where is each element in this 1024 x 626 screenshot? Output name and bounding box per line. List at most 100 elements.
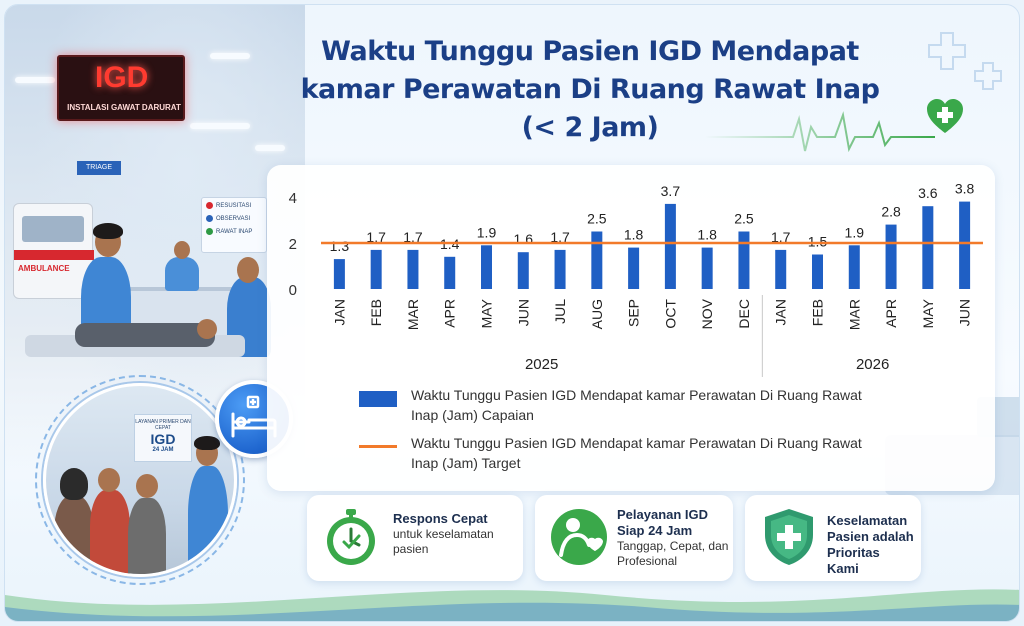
igd-24-sign-line2: IGD [150, 431, 176, 447]
bar [370, 249, 382, 289]
direction-sign: RESUSITASI OBSERVASI RAWAT INAP [201, 197, 267, 253]
visitor-hijab [60, 468, 88, 500]
direction-rawat-inap: RAWAT INAP [216, 229, 253, 236]
legend-item-capaian: Waktu Tunggu Pasien IGD Mendapat kamar P… [359, 385, 881, 425]
chart-panel: 0241.3JAN1.7FEB1.7MAR1.4APR1.9MAY1.6JUN1… [267, 165, 995, 491]
receptionist-head [174, 241, 190, 259]
bar [812, 254, 823, 289]
feature-card-24h: Pelayanan IGD Siap 24 Jam Tanggap, Cepat… [535, 495, 733, 581]
x-tick-label: AUG [589, 299, 605, 329]
x-tick-label: JUL [552, 299, 568, 324]
bar [664, 203, 676, 289]
data-label: 3.7 [661, 183, 681, 199]
x-tick-label: FEB [810, 299, 826, 326]
visitor-head [98, 468, 120, 492]
igd-sign: IGD INSTALASI GAWAT DARURAT [57, 55, 185, 121]
heartbeat-line-icon [705, 111, 935, 153]
group-label: 2026 [856, 356, 889, 373]
title-line-3: (< 2 Jam) [521, 112, 659, 143]
doctor-head [237, 257, 259, 283]
ambulance-label: AMBULANCE [18, 264, 70, 273]
x-tick-label: FEB [368, 299, 384, 326]
bar [885, 224, 897, 289]
y-tick-label: 2 [289, 236, 297, 253]
data-label: 2.8 [881, 204, 901, 220]
bar [775, 249, 787, 289]
ceiling-light [210, 53, 250, 59]
visitor-head [136, 474, 158, 498]
x-tick-label: MAY [479, 298, 495, 328]
bar [333, 259, 345, 289]
card-text-response: untuk keselamatan pasien [393, 527, 494, 556]
photo-ring [35, 375, 245, 585]
data-label: 1.7 [366, 229, 386, 245]
legend-item-target: Waktu Tunggu Pasien IGD Mendapat kamar P… [359, 433, 881, 473]
bar [701, 247, 713, 289]
x-tick-label: SEP [626, 299, 642, 327]
bar [444, 256, 456, 289]
visitor [54, 496, 94, 574]
x-tick-label: MAY [920, 298, 936, 328]
bar [848, 245, 860, 289]
bar [628, 247, 640, 289]
bar [591, 231, 603, 289]
waiting-room-photo: LAYANAN PRIMER DAN CEPAT IGD 24 JAM [43, 383, 237, 577]
data-label: 1.7 [550, 229, 570, 245]
bottom-wave [5, 589, 1019, 621]
feature-card-response: Respons Cepat untuk keselamatan pasien [307, 495, 523, 581]
igd-sign-main: IGD [95, 61, 149, 94]
bar [517, 252, 529, 289]
legend-swatch-bar [359, 391, 397, 407]
direction-resusitasi: RESUSITASI [216, 203, 252, 210]
card-title-response: Respons Cepat [393, 511, 488, 526]
data-label: 1.7 [403, 229, 423, 245]
bar-chart: 0241.3JAN1.7FEB1.7MAR1.4APR1.9MAY1.6JUN1… [289, 181, 983, 377]
stopwatch-icon [327, 509, 375, 565]
data-label: 2.5 [734, 211, 754, 227]
bar [481, 245, 492, 289]
x-tick-label: APR [442, 299, 458, 328]
mother-child-icon [551, 509, 607, 565]
bar [738, 231, 750, 289]
x-tick-label: JUN [957, 299, 973, 326]
bar [407, 249, 419, 289]
igd-24-sign-line1: LAYANAN PRIMER DAN CEPAT [135, 419, 191, 431]
visitor [90, 490, 130, 574]
nurse-hair [194, 436, 220, 450]
triage-sign: TRIAGE [77, 161, 121, 175]
x-tick-label: OCT [662, 299, 678, 329]
page-title: Waktu Tunggu Pasien IGD Mendapat kamar P… [255, 33, 925, 147]
data-label: 2.5 [587, 211, 607, 227]
bar [554, 249, 566, 289]
data-label: 1.9 [845, 224, 865, 240]
heart-plus-icon [927, 99, 963, 133]
ceiling-light [190, 123, 250, 129]
x-tick-label: DEC [736, 299, 752, 329]
patient-head [197, 319, 217, 339]
x-tick-label: MAR [405, 299, 421, 330]
data-label: 1.5 [808, 234, 828, 250]
card-title-safety: Keselamatan Pasien adalah Prioritas Kami [827, 513, 914, 576]
plus-decoration-icon [974, 62, 1002, 90]
igd-24-sign-line3: 24 JAM [152, 447, 174, 453]
y-tick-label: 4 [289, 190, 297, 207]
x-tick-label: APR [883, 299, 899, 328]
data-label: 1.9 [477, 224, 497, 240]
title-line-2: kamar Perawatan Di Ruang Rawat Inap [300, 74, 880, 105]
data-label: 1.8 [624, 227, 644, 243]
data-label: 3.8 [955, 181, 975, 197]
shield-cross-icon [765, 509, 813, 565]
patient [75, 323, 215, 347]
legend-label-target: Waktu Tunggu Pasien IGD Mendapat kamar P… [411, 435, 862, 471]
bar [959, 201, 971, 289]
x-tick-label: JUN [515, 299, 531, 326]
visitor [128, 498, 166, 574]
nurse-hair [93, 223, 123, 239]
direction-observasi: OBSERVASI [216, 216, 251, 223]
group-label: 2025 [525, 356, 558, 373]
legend-swatch-line [359, 445, 397, 448]
data-label: 1.6 [514, 231, 534, 247]
data-label: 1.8 [697, 227, 717, 243]
igd-sign-sub: INSTALASI GAWAT DARURAT [67, 103, 181, 112]
data-label: 3.6 [918, 185, 938, 201]
